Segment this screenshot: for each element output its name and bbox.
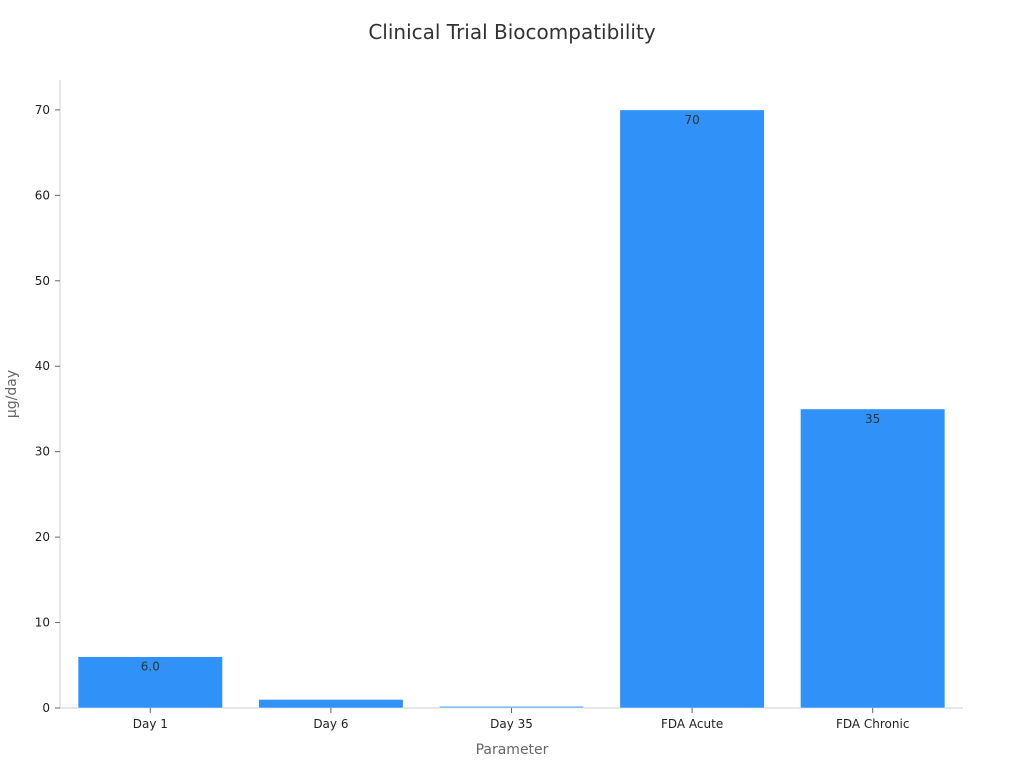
y-axis-title: µg/day [4, 369, 20, 419]
bar [619, 109, 765, 709]
x-tick-label: Day 35 [490, 717, 533, 731]
x-tick-label: FDA Acute [661, 717, 723, 731]
y-tick-label: 60 [35, 188, 50, 202]
y-tick-label: 30 [35, 445, 50, 459]
bar [77, 656, 223, 709]
y-tick-label: 50 [35, 274, 50, 288]
data-label: 6.0 [141, 660, 160, 674]
x-axis-title: Parameter [475, 742, 549, 758]
chart-title: Clinical Trial Biocompatibility [368, 20, 656, 44]
data-label: 70 [684, 113, 699, 127]
y-tick-label: 0 [42, 701, 50, 715]
y-tick-label: 10 [35, 616, 50, 630]
x-tick-label: FDA Chronic [836, 717, 910, 731]
y-tick-label: 20 [35, 530, 50, 544]
y-tick-label: 40 [35, 359, 50, 373]
x-tick-label: Day 1 [133, 717, 168, 731]
data-label: 35 [865, 412, 880, 426]
y-tick-label: 70 [35, 103, 50, 117]
bar [800, 408, 946, 709]
bar [258, 699, 404, 709]
bar [439, 706, 584, 709]
x-tick-label: Day 6 [313, 717, 348, 731]
